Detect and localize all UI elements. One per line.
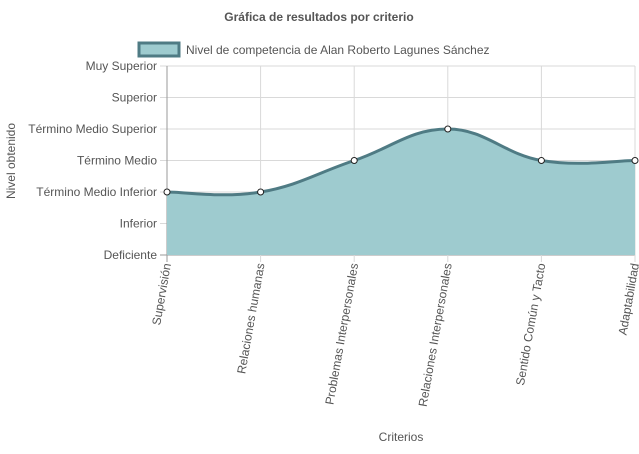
x-axis: Supervisión Relaciones humanas Problemas I… [149, 262, 639, 408]
y-tick-label: Superior [112, 91, 157, 105]
data-point[interactable] [350, 157, 358, 164]
y-tick-label: Término Medio Inferior [36, 185, 157, 199]
y-tick-label: Término Medio Superior [28, 122, 157, 136]
chart-title: Gráfica de resultados por criterio [224, 10, 413, 24]
data-point[interactable] [257, 188, 265, 196]
x-tick-label: Supervisión [149, 262, 174, 326]
y-tick-label: Inferior [120, 217, 157, 231]
y-tick-label: Deficiente [104, 248, 158, 262]
legend-swatch[interactable] [137, 41, 181, 58]
y-axis: Deficiente Inferior Término Medio Inferior… [28, 59, 157, 262]
legend-label[interactable]: Nivel de competencia de Alan Roberto Lag… [186, 43, 490, 57]
y-tick-label: Término Medio [77, 154, 157, 168]
data-point[interactable] [444, 125, 452, 133]
area-layer [166, 127, 636, 255]
x-tick-label: Relaciones humanas [234, 262, 267, 375]
data-point[interactable] [537, 157, 545, 164]
x-axis-label: Criterios [379, 430, 424, 444]
x-tick-label: Problemas Interpersonales [322, 262, 361, 406]
y-tick-label: Muy Superior [86, 59, 157, 73]
series-line [166, 127, 636, 197]
data-point[interactable] [631, 157, 639, 164]
x-tick-label: Adaptabilidad [616, 262, 639, 336]
series-area [167, 129, 635, 255]
x-tick-label: Relaciones Interpersonales [416, 262, 455, 408]
data-point[interactable] [163, 188, 171, 196]
x-tick-label: Sentido Común y Tacto [513, 262, 548, 387]
points [163, 125, 639, 196]
y-axis-label: Nivel obtenido [4, 123, 18, 199]
